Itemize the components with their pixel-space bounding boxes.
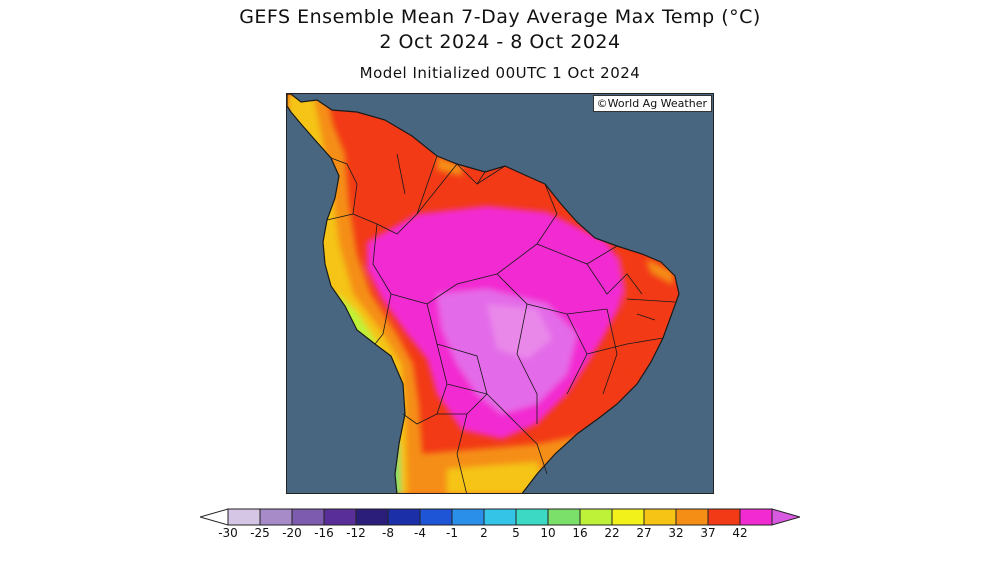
- colorbar-tick-label: -20: [282, 526, 302, 540]
- colorbar-underflow-arrow: [200, 508, 229, 526]
- map-title: GEFS Ensemble Mean 7-Day Average Max Tem…: [239, 6, 761, 28]
- colorbar-tick-label: 10: [540, 526, 556, 540]
- colorbar-swatch: [579, 508, 613, 526]
- colorbar-swatch: [643, 508, 677, 526]
- colorbar-tick-label: 42: [732, 526, 748, 540]
- temperature-field: [287, 94, 679, 493]
- colorbar-tick-label: -12: [346, 526, 366, 540]
- colorbar-tick-label: -8: [382, 526, 394, 540]
- map-canvas: [287, 94, 680, 493]
- colorbar-overflow-arrow: [771, 508, 800, 526]
- colorbar-labels: -30 -25 -20 -16 -12 -8 -4 -1 2 5 10 16 22 27 32 37 42: [200, 526, 800, 542]
- colorbar-swatch: [675, 508, 709, 526]
- colorbar-swatch: [739, 508, 773, 526]
- colorbar-tick-label: 37: [700, 526, 716, 540]
- colorbar-swatch: [547, 508, 581, 526]
- colorbar-tick-label: -30: [218, 526, 238, 540]
- colorbar-swatch: [515, 508, 549, 526]
- colorbar-tick-label: 22: [604, 526, 620, 540]
- colorbar-swatch: [355, 508, 389, 526]
- colorbar-swatch: [291, 508, 325, 526]
- model-init-subtitle: Model Initialized 00UTC 1 Oct 2024: [359, 64, 641, 82]
- colorbar-swatch: [227, 508, 261, 526]
- political-borders: [326, 153, 676, 493]
- colorbar-tick-label: 32: [668, 526, 684, 540]
- colorbar-swatch: [259, 508, 293, 526]
- colorbar-tick-label: -4: [414, 526, 426, 540]
- colorbar-swatch: [323, 508, 357, 526]
- colorbar-swatch: [707, 508, 741, 526]
- colorbar-tick-label: -25: [250, 526, 270, 540]
- colorbar-tick-label: 5: [512, 526, 520, 540]
- colorbar-swatch: [387, 508, 421, 526]
- colorbar: [200, 508, 800, 526]
- colorbar-tick-label: -1: [446, 526, 458, 540]
- colorbar-swatch: [451, 508, 485, 526]
- colorbar-tick-label: 2: [480, 526, 488, 540]
- colorbar-swatch: [483, 508, 517, 526]
- date-range: 2 Oct 2024 - 8 Oct 2024: [379, 31, 621, 53]
- colorbar-tick-label: -16: [314, 526, 334, 540]
- colorbar-swatch: [611, 508, 645, 526]
- temperature-map: ©World Ag Weather: [286, 93, 714, 494]
- map-credit: ©World Ag Weather: [592, 95, 712, 112]
- colorbar-tick-label: 27: [636, 526, 652, 540]
- colorbar-tick-label: 16: [572, 526, 588, 540]
- colorbar-swatch: [419, 508, 453, 526]
